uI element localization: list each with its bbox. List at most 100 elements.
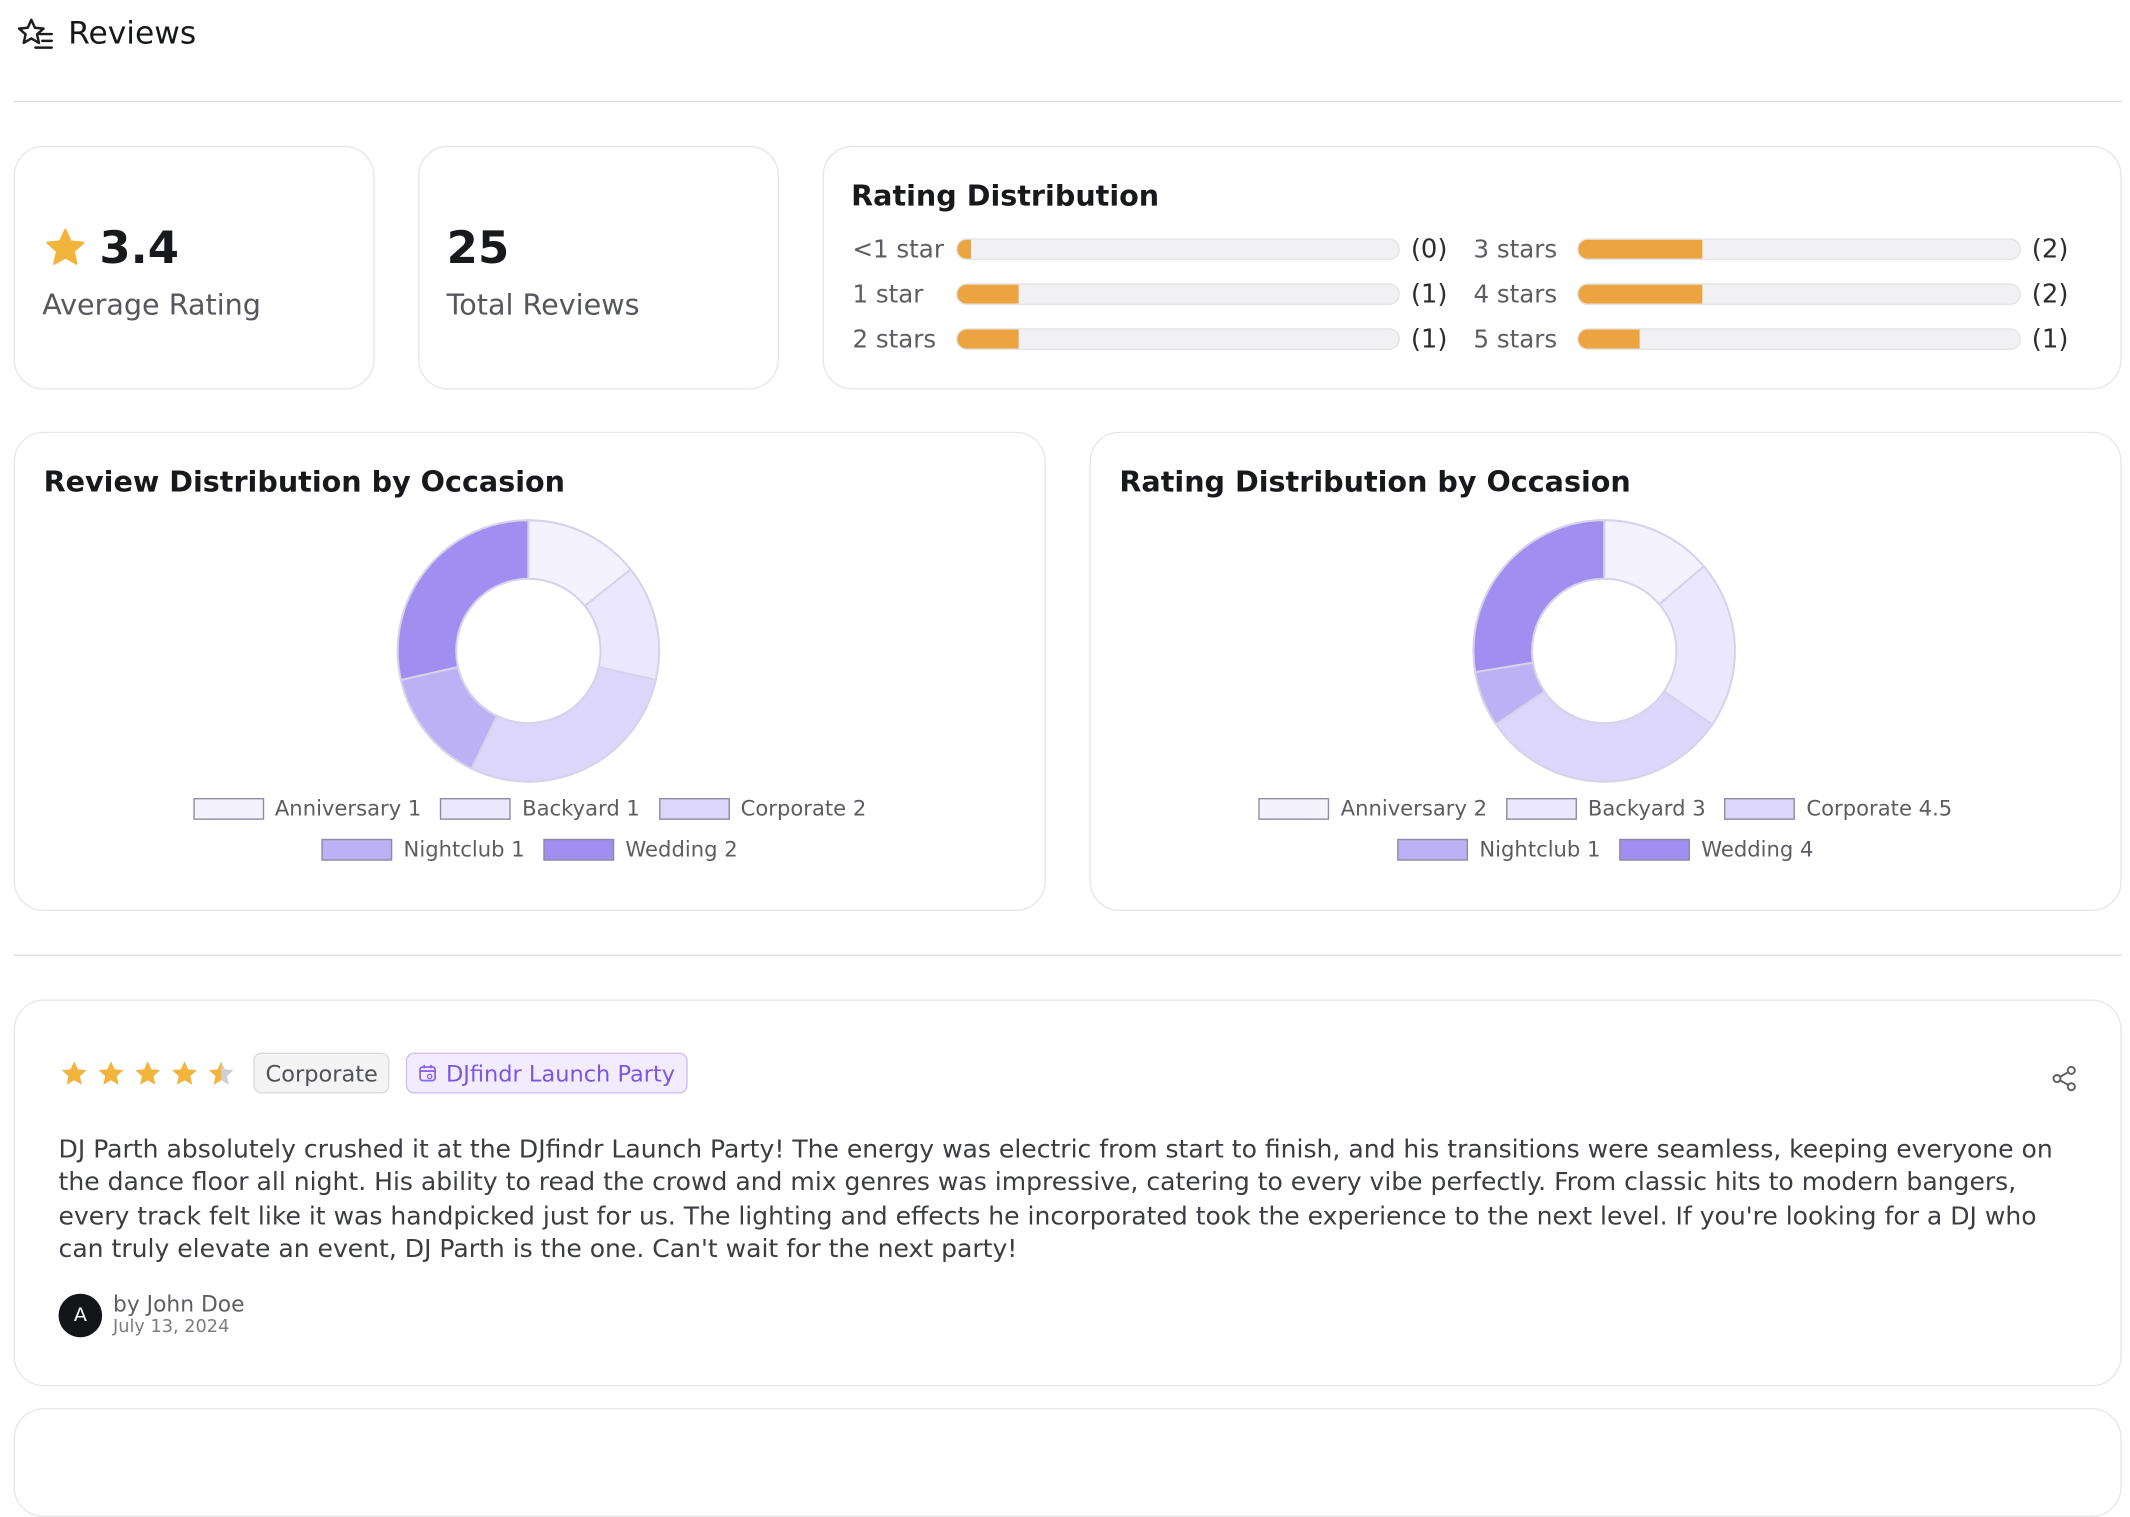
review-text: DJ Parth absolutely crushed it at the DJ…: [58, 1135, 2053, 1264]
rating-row-count: (1): [1410, 279, 1448, 310]
star-filled-icon: [135, 1060, 161, 1084]
rating-row-label: <1 star: [852, 234, 944, 264]
legend-label: Nightclub 1: [1479, 837, 1601, 863]
page-header: Reviews: [16, 11, 196, 57]
rating-row-label: 2 stars: [852, 324, 937, 354]
rating-bar-fill: [1578, 329, 1641, 349]
legend-item-backyard[interactable]: Backyard 3: [1506, 795, 1706, 822]
review-distribution-donut: [396, 519, 661, 783]
legend-item-backyard[interactable]: Backyard 1: [440, 795, 640, 822]
rating-bar: [955, 328, 1400, 350]
donut-slice-corporate[interactable]: [470, 665, 658, 783]
rating-row-label: 4 stars: [1473, 279, 1558, 309]
rating-bar: [955, 283, 1400, 306]
header-divider: [13, 100, 2122, 103]
review-distribution-chart-card: Review Distribution by Occasion Annivers…: [13, 431, 1046, 912]
legend-item-wedding[interactable]: Wedding 4: [1619, 836, 1814, 863]
legend-swatch: [543, 838, 615, 861]
star-filled-icon: [61, 1060, 87, 1084]
chart-legend: Anniversary 2 Backyard 3 Corporate 4.5 Nigh…: [1091, 795, 2121, 863]
legend-label: Wedding 4: [1701, 837, 1814, 863]
average-rating-value-wrap: 3.4: [42, 221, 179, 274]
legend-swatch: [321, 838, 393, 861]
rating-bar: [1576, 328, 2021, 350]
rating-bar: [1576, 238, 2021, 261]
rating-bar-fill: [1578, 239, 1702, 259]
chart-legend: Anniversary 1 Backyard 1 Corporate 2 Nightc…: [15, 795, 1045, 863]
review-rating-stars: [59, 1057, 237, 1088]
rating-bar-fill: [957, 239, 971, 259]
legend-label: Corporate 4.5: [1806, 796, 1953, 822]
rating-row-count: (2): [2031, 234, 2069, 265]
rating-bar: [955, 238, 1400, 261]
rating-row-count: (1): [2031, 324, 2069, 355]
rating-distribution-donut: [1472, 519, 1736, 783]
legend-swatch: [658, 798, 730, 820]
total-reviews-card: 25 Total Reviews: [418, 145, 779, 390]
occasion-tag[interactable]: Corporate: [253, 1052, 391, 1094]
total-reviews-value: 25: [446, 220, 510, 274]
rating-row: 1 star (1): [852, 278, 1447, 311]
section-divider: [13, 954, 2122, 956]
chart-title: Rating Distribution by Occasion: [1119, 465, 1631, 499]
rating-row-label: 5 stars: [1473, 324, 1558, 354]
legend-item-anniversary[interactable]: Anniversary 1: [193, 795, 421, 822]
rating-distribution-chart-card: Rating Distribution by Occasion Annivers…: [1089, 431, 2122, 912]
calendar-icon: [419, 1064, 437, 1082]
average-rating-card: 3.4 Average Rating: [13, 145, 375, 390]
star-filled-icon: [172, 1060, 197, 1084]
legend-item-nightclub[interactable]: Nightclub 1: [1397, 836, 1601, 863]
legend-item-corporate[interactable]: Corporate 2: [658, 795, 867, 822]
star-list-icon: [17, 18, 53, 49]
rating-row-count: (2): [2031, 279, 2069, 310]
legend-label: Anniversary 2: [1340, 796, 1488, 822]
legend-swatch: [1724, 798, 1796, 820]
rating-row-label: 1 star: [852, 279, 924, 309]
page-title: Reviews: [68, 16, 197, 52]
rating-bar-fill: [957, 284, 1020, 304]
rating-row-label: 3 stars: [1473, 234, 1558, 264]
donut-slice-wedding[interactable]: [396, 519, 530, 682]
rating-distribution-card: Rating Distribution <1 star (0) 1 star (1) 2…: [822, 145, 2122, 390]
average-rating-value: 3.4: [99, 220, 180, 274]
legend-item-corporate[interactable]: Corporate 4.5: [1724, 795, 1953, 822]
legend-swatch: [440, 798, 512, 820]
review-author: A by John Doe July 13, 2024: [58, 1292, 245, 1338]
legend-swatch: [1506, 798, 1577, 820]
share-icon[interactable]: [2050, 1064, 2080, 1094]
event-tag[interactable]: DJfindr Launch Party: [406, 1052, 688, 1094]
review-card: Corporate DJfindr Launch Party DJ Parth …: [13, 999, 2122, 1387]
legend-swatch: [1397, 838, 1469, 861]
rating-row-count: (1): [1410, 324, 1448, 355]
review-date: July 13, 2024: [113, 1316, 230, 1338]
rating-row: 3 stars (2): [1473, 233, 2068, 266]
star-half-icon: [209, 1060, 234, 1084]
legend-label: Anniversary 1: [274, 796, 422, 822]
rating-row-count: (0): [1410, 234, 1448, 265]
rating-row: 5 stars (1): [1473, 323, 2068, 356]
rating-row: 2 stars (1): [852, 323, 1447, 356]
avatar[interactable]: A: [58, 1293, 103, 1338]
legend-item-nightclub[interactable]: Nightclub 1: [321, 836, 525, 863]
chart-title: Review Distribution by Occasion: [43, 465, 566, 499]
legend-label: Wedding 2: [625, 837, 738, 863]
total-reviews-label: Total Reviews: [446, 288, 640, 322]
legend-swatch: [1258, 798, 1330, 820]
rating-bar-fill: [957, 329, 1020, 349]
rating-distribution-title: Rating Distribution: [851, 179, 1160, 213]
legend-item-wedding[interactable]: Wedding 2: [543, 836, 738, 863]
legend-swatch: [193, 798, 264, 820]
rating-bar: [1576, 283, 2021, 306]
donut-slice-corporate[interactable]: [1494, 690, 1714, 783]
star-icon: [46, 227, 85, 265]
legend-label: Backyard 1: [522, 796, 640, 822]
legend-label: Backyard 3: [1587, 796, 1706, 822]
donut-slice-wedding[interactable]: [1472, 519, 1606, 674]
legend-swatch: [1619, 838, 1691, 861]
average-rating-label: Average Rating: [42, 288, 261, 322]
rating-row: <1 star (0): [852, 233, 1447, 266]
star-filled-icon: [98, 1060, 124, 1084]
rating-row: 4 stars (2): [1473, 278, 2068, 311]
legend-label: Corporate 2: [740, 796, 867, 822]
legend-item-anniversary[interactable]: Anniversary 2: [1258, 795, 1488, 822]
